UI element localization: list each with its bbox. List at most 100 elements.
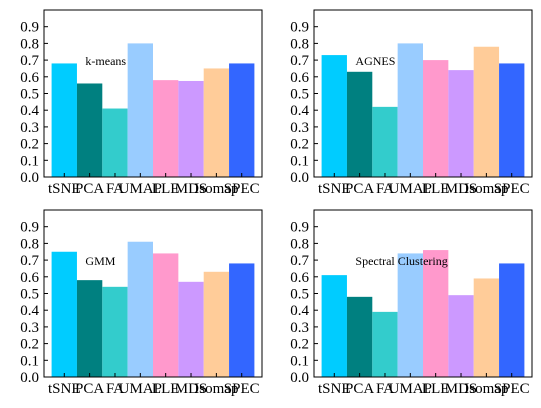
y-tick-label: 0.3	[290, 320, 309, 336]
bar-mds	[448, 70, 474, 177]
x-tick-label-pca: PCA	[75, 181, 104, 197]
bar-isomap	[203, 271, 230, 377]
y-tick-label: 0.3	[20, 120, 39, 136]
bar-fa	[102, 108, 128, 177]
y-tick-label: 0.8	[290, 236, 309, 252]
y-tick-label: 0.0	[20, 170, 39, 186]
y-tick-label: 0.7	[290, 53, 309, 69]
bar-umap	[397, 253, 423, 377]
y-tick-label: 0.1	[20, 353, 39, 369]
y-tick-label: 0.6	[20, 70, 39, 86]
chart-title: GMM	[85, 254, 115, 268]
bar-isomap	[473, 278, 500, 377]
x-tick-label-fa: FA	[376, 181, 394, 197]
x-tick-label-umap: UMAP	[119, 181, 162, 197]
bar-umap	[127, 241, 153, 377]
x-tick-label-isomap: Isomap	[464, 181, 508, 197]
bar-mds	[178, 281, 204, 377]
y-tick-label: 0.3	[290, 120, 309, 136]
x-tick-label-spec: SPEC	[494, 181, 530, 197]
x-tick-label-lle: LLE	[422, 381, 450, 397]
y-tick-label: 0.5	[20, 287, 39, 303]
y-tick-label: 0.7	[20, 53, 39, 69]
x-tick-label-isomap: Isomap	[194, 181, 238, 197]
y-tick-label: 0.8	[20, 236, 39, 252]
bar-pca	[346, 71, 373, 177]
x-tick-label-mds: MDS	[175, 181, 208, 197]
x-tick-label-isomap: Isomap	[194, 381, 238, 397]
y-tick-label: 0.4	[290, 103, 309, 119]
x-tick-label-spec: SPEC	[224, 381, 260, 397]
bar-lle	[153, 80, 179, 177]
y-tick-label: 0.9	[20, 220, 39, 236]
x-tick-label-umap: UMAP	[119, 381, 162, 397]
x-tick-label-mds: MDS	[445, 181, 478, 197]
bar-pca	[346, 296, 373, 377]
y-tick-label: 0.1	[290, 353, 309, 369]
x-tick-label-tsne: tSNE	[48, 181, 81, 197]
x-tick-label-fa: FA	[106, 381, 124, 397]
bar-fa	[372, 106, 398, 177]
y-tick-label: 0.4	[290, 303, 309, 319]
bar-spec	[229, 263, 255, 377]
x-tick-label-lle: LLE	[422, 181, 450, 197]
x-tick-label-pca: PCA	[75, 381, 104, 397]
y-tick-label: 0.1	[290, 153, 309, 169]
x-tick-label-spec: SPEC	[494, 381, 530, 397]
bar-tsne	[321, 275, 347, 377]
bar-tsne	[321, 55, 347, 178]
bar-lle	[423, 250, 449, 377]
y-tick-label: 0.0	[290, 170, 309, 186]
bar-pca	[76, 280, 103, 377]
y-tick-label: 0.5	[290, 87, 309, 103]
y-tick-label: 0.1	[20, 153, 39, 169]
x-tick-label-umap: UMAP	[389, 381, 432, 397]
x-tick-label-isomap: Isomap	[464, 381, 508, 397]
y-tick-label: 0.9	[290, 220, 309, 236]
y-tick-label: 0.8	[20, 36, 39, 52]
x-tick-label-fa: FA	[106, 181, 124, 197]
bar-umap	[397, 43, 423, 178]
bar-tsne	[51, 63, 77, 177]
bar-fa	[102, 286, 128, 377]
bar-lle	[153, 253, 179, 377]
y-tick-label: 0.2	[290, 137, 309, 153]
bar-fa	[372, 311, 398, 377]
x-tick-label-lle: LLE	[152, 181, 180, 197]
bar-umap	[127, 43, 153, 178]
chart-title: Spectral Clustering	[355, 254, 447, 268]
x-tick-label-spec: SPEC	[224, 181, 260, 197]
x-tick-label-mds: MDS	[175, 381, 208, 397]
y-tick-label: 0.2	[20, 337, 39, 353]
bar-spec	[499, 263, 525, 377]
y-tick-label: 0.2	[20, 137, 39, 153]
y-tick-label: 0.5	[20, 87, 39, 103]
y-tick-label: 0.2	[290, 337, 309, 353]
x-tick-label-tsne: tSNE	[318, 381, 351, 397]
y-tick-label: 0.3	[20, 320, 39, 336]
y-tick-label: 0.7	[20, 253, 39, 269]
bar-lle	[423, 60, 449, 177]
y-tick-label: 0.0	[20, 370, 39, 386]
bar-spec	[229, 63, 255, 177]
y-tick-label: 0.7	[290, 253, 309, 269]
chart-title: AGNES	[355, 54, 395, 68]
chart-title: k-means	[85, 54, 126, 68]
y-tick-label: 0.9	[290, 20, 309, 36]
x-tick-label-tsne: tSNE	[48, 381, 81, 397]
bar-pca	[76, 83, 103, 177]
x-tick-label-tsne: tSNE	[318, 181, 351, 197]
bar-mds	[178, 80, 204, 177]
y-tick-label: 0.6	[290, 270, 309, 286]
x-tick-label-fa: FA	[376, 381, 394, 397]
y-tick-label: 0.9	[20, 20, 39, 36]
x-tick-label-pca: PCA	[345, 181, 374, 197]
y-tick-label: 0.5	[290, 287, 309, 303]
x-tick-label-pca: PCA	[345, 381, 374, 397]
y-tick-label: 0.4	[20, 103, 39, 119]
bar-tsne	[51, 251, 77, 377]
